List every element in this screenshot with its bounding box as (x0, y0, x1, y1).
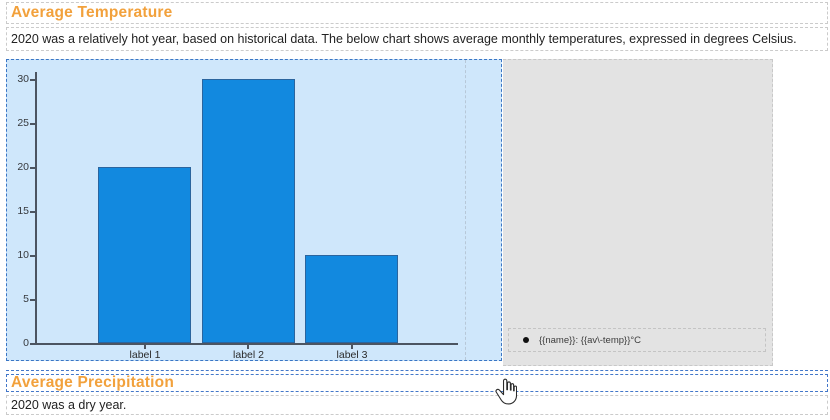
x-axis-category-label: label 3 (336, 349, 368, 361)
x-axis-line (35, 343, 458, 345)
paragraph-text-temperature: 2020 was a relatively hot year, based on… (11, 32, 797, 46)
legend-label: {{name}}: {{av\-temp}}°C (539, 334, 642, 346)
y-axis-tick-label: 5 (23, 293, 29, 305)
y-axis-tick-label: 10 (17, 249, 29, 261)
paragraph-block-precipitation[interactable]: 2020 was a dry year. (6, 395, 828, 415)
section-heading-precipitation: Average Precipitation (11, 374, 174, 391)
y-axis-tick-label: 30 (17, 73, 29, 85)
section-heading-temperature: Average Temperature (11, 4, 173, 21)
y-axis-tick-icon (30, 299, 35, 301)
bar-chart-plot-area[interactable]: 0 5 10 15 20 25 30 label 1 label 2 label 3 (6, 59, 502, 361)
y-axis-line (35, 72, 37, 345)
y-axis-tick-label: 25 (17, 117, 29, 129)
x-axis-tick-icon (143, 345, 146, 349)
heading-block-average-temperature[interactable]: Average Temperature (6, 2, 828, 24)
y-axis-tick-label: 15 (17, 205, 29, 217)
heading-block-average-precipitation[interactable]: Average Precipitation (6, 374, 828, 392)
y-axis-tick-icon (30, 123, 35, 125)
chart-legend-panel (503, 59, 773, 366)
y-axis-tick-icon (30, 79, 35, 81)
bar-label-2 (201, 79, 295, 343)
y-axis-tick-icon (30, 255, 35, 257)
y-axis-tick-icon (30, 211, 35, 213)
bar-label-1 (98, 167, 191, 343)
paragraph-text-precipitation: 2020 was a dry year. (11, 398, 127, 412)
x-axis-tick-icon (247, 345, 249, 349)
paragraph-block-temperature-intro[interactable]: 2020 was a relatively hot year, based on… (6, 27, 828, 51)
y-axis-tick-icon (30, 343, 35, 345)
chart-legend[interactable]: {{name}}: {{av\-temp}}°C (508, 328, 766, 352)
x-axis-category-label: label 2 (233, 349, 264, 361)
y-axis-tick-icon (30, 167, 35, 169)
bar-label-3 (305, 255, 398, 343)
x-axis-tick-icon (350, 345, 353, 349)
x-axis-category-label: label 1 (129, 349, 161, 361)
y-axis-tick-label: 20 (17, 161, 29, 173)
y-axis-tick-label: 0 (23, 337, 29, 349)
legend-bullet-icon (523, 337, 529, 343)
chart-block[interactable]: 0 5 10 15 20 25 30 label 1 label 2 label 3 {{name… (6, 59, 828, 371)
column-guide-line (465, 60, 466, 360)
